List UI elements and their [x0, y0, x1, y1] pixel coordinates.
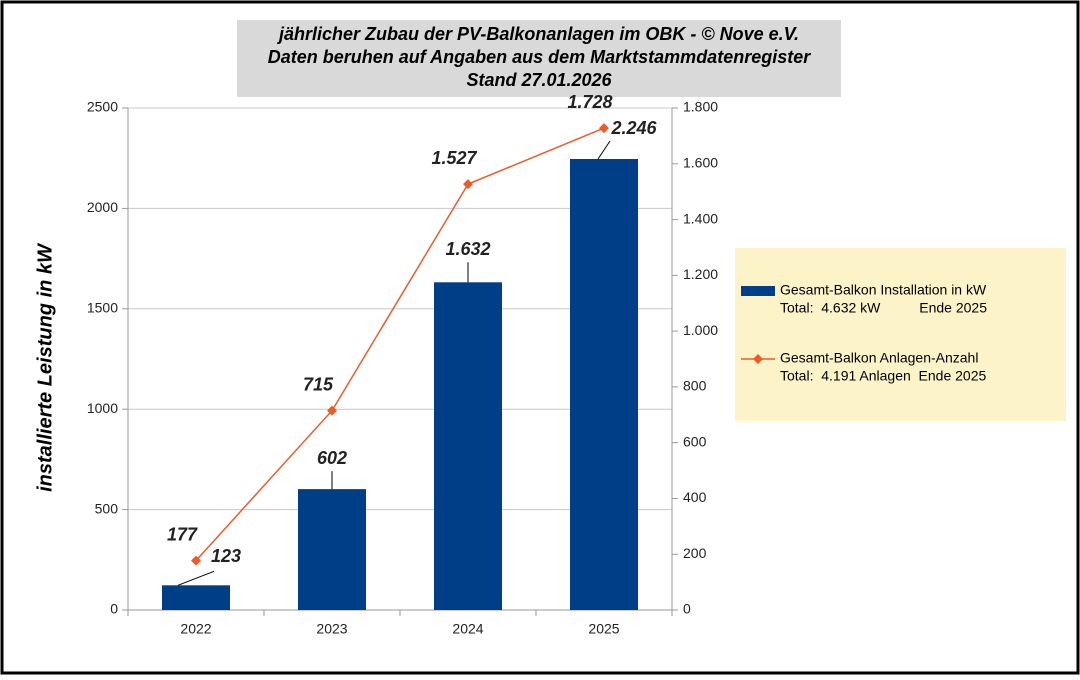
marker — [327, 405, 337, 416]
bar — [434, 282, 502, 610]
y-tick-label: 2500 — [87, 99, 118, 115]
value-label: 1.527 — [431, 148, 477, 168]
line — [195, 127, 605, 562]
leader-line — [177, 570, 215, 586]
y-tick-label: 0 — [110, 601, 118, 617]
y-axis-label: installierte Leistung in kW — [34, 242, 56, 492]
marker — [191, 555, 201, 566]
y2-tick-label: 1.600 — [683, 154, 718, 170]
legend-label: Gesamt-Balkon Installation in kW — [780, 282, 987, 298]
y2-tick-label: 600 — [683, 433, 707, 449]
value-label: 1.728 — [567, 92, 612, 112]
y2-tick-label: 1.400 — [683, 210, 718, 226]
bar — [570, 159, 638, 610]
title-box — [237, 20, 841, 97]
y2-tick-label: 1.000 — [683, 322, 718, 338]
legend-note: Total: 4.191 Anlagen Ende 2025 — [780, 368, 986, 384]
marker — [599, 123, 609, 134]
value-label: 1.632 — [445, 239, 490, 259]
chart-title: jährlicher Zubau der PV-Balkonanlagen im… — [277, 24, 799, 44]
y2-tick-label: 0 — [683, 601, 691, 617]
y-tick-label: 1500 — [87, 300, 118, 316]
legend-swatch — [753, 354, 763, 364]
value-label: 123 — [211, 546, 241, 566]
bar — [162, 585, 230, 610]
value-label: 177 — [167, 524, 198, 544]
y2-tick-label: 1.200 — [683, 266, 718, 282]
legend-note: Total: 4.632 kW Ende 2025 — [780, 300, 987, 316]
value-label: 715 — [303, 374, 334, 394]
y2-tick-label: 200 — [683, 545, 707, 561]
x-tick-label: 2024 — [452, 621, 483, 637]
x-tick-label: 2022 — [180, 621, 211, 637]
y-tick-label: 500 — [95, 500, 119, 516]
marker — [463, 179, 473, 190]
bar — [298, 489, 366, 610]
chart-title: Stand 27.01.2026 — [466, 70, 612, 90]
y2-tick-label: 400 — [683, 489, 707, 505]
legend-swatch — [741, 286, 775, 296]
y-tick-label: 1000 — [87, 400, 118, 416]
leader-line — [597, 140, 611, 160]
y2-tick-label: 1.800 — [683, 99, 718, 115]
y-tick-label: 2000 — [87, 199, 118, 215]
y2-tick-label: 800 — [683, 378, 707, 394]
chart-title: Daten beruhen auf Angaben aus dem Markts… — [268, 47, 811, 67]
value-label: 2.246 — [610, 118, 657, 138]
x-tick-label: 2025 — [588, 621, 619, 637]
x-tick-label: 2023 — [316, 621, 347, 637]
legend-box — [735, 248, 1066, 421]
legend-label: Gesamt-Balkon Anlagen-Anzahl — [780, 350, 978, 366]
value-label: 602 — [317, 448, 347, 468]
